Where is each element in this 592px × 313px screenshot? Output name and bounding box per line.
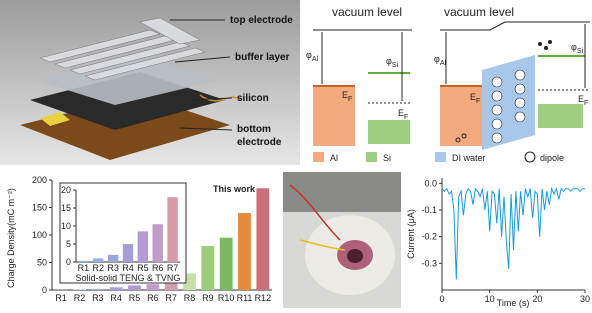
x-tick-label: 30 — [580, 294, 590, 304]
y-tick-label: -0.3 — [421, 258, 437, 268]
band-diagram: vacuum level φAl φSi EF EF Al Si — [306, 5, 412, 163]
vacuum-label: vacuum level — [444, 5, 514, 19]
legend-label: DI water — [452, 153, 486, 163]
bar — [138, 231, 148, 262]
y-tick-label: 0 — [42, 285, 47, 295]
y-axis-label: Charge Density(mC m⁻²) — [6, 188, 16, 288]
x-tick-label: R3 — [92, 293, 104, 303]
band-diagram: vacuum level φAl φSi EF EF DI water dipo… — [434, 5, 590, 163]
device-panel: top electrode buffer layer silicon botto… — [0, 0, 300, 165]
bar — [220, 238, 233, 290]
x-tick-label: R11 — [237, 293, 253, 303]
bar — [73, 289, 86, 290]
vacuum-label: vacuum level — [332, 5, 402, 19]
bar — [238, 213, 251, 290]
line-series — [442, 189, 585, 280]
device-label: electrode — [237, 137, 282, 148]
bar — [123, 244, 133, 262]
y-axis-label: Current (μA) — [406, 209, 416, 259]
bar — [110, 287, 123, 290]
x-tick-label: R6 — [152, 263, 164, 273]
x-tick-label: R5 — [129, 293, 141, 303]
y-tick-label: 5 — [66, 239, 71, 249]
x-tick-label: R10 — [218, 293, 235, 303]
x-tick-label: R9 — [202, 293, 214, 303]
bar — [201, 246, 214, 290]
y-tick-label: 100 — [32, 230, 47, 240]
x-axis-label: Solid-solid TENG & TVNG — [76, 273, 181, 283]
x-tick-label: R6 — [147, 293, 159, 303]
x-tick-label: R7 — [165, 293, 177, 303]
y-tick-label: -0.1 — [421, 205, 437, 215]
x-tick-label: R5 — [137, 263, 149, 273]
bar — [91, 289, 104, 290]
x-tick-label: R12 — [255, 293, 272, 303]
ef-sub: F — [476, 98, 480, 105]
device-label: silicon — [237, 93, 269, 104]
figure: top electrode buffer layer silicon botto… — [0, 0, 592, 308]
bar — [128, 285, 141, 290]
x-tick-label: 0 — [439, 294, 444, 304]
x-tick-label: R4 — [122, 263, 134, 273]
bar — [146, 284, 159, 290]
y-tick-label: 200 — [32, 175, 47, 185]
legend-label: dipole — [540, 153, 564, 163]
y-tick-label: 0 — [66, 257, 71, 267]
phi-sub: Al — [312, 56, 319, 63]
annotation: This work — [213, 184, 256, 194]
svg-text:φAl: φAl — [434, 54, 447, 67]
x-tick-label: R4 — [110, 293, 122, 303]
x-tick-label: R7 — [167, 263, 179, 273]
ef-sub: F — [404, 114, 408, 121]
legend-label: Al — [330, 153, 338, 163]
y-tick-label: -0.2 — [421, 232, 437, 242]
bar — [108, 255, 118, 262]
x-tick-label: 10 — [485, 294, 495, 304]
x-tick-label: R1 — [55, 293, 67, 303]
x-tick-label: R3 — [107, 263, 119, 273]
device-label: bottom — [237, 124, 271, 135]
bar — [167, 197, 177, 262]
y-tick-label: 50 — [37, 258, 47, 268]
x-tick-label: R2 — [74, 293, 86, 303]
y-tick-label: 0.0 — [424, 178, 437, 188]
svg-text:φSi: φSi — [386, 56, 399, 69]
bar — [256, 188, 269, 290]
bar — [78, 261, 88, 262]
device-label: buffer layer — [235, 52, 290, 63]
x-tick-label: R8 — [184, 293, 196, 303]
phi-sub: Si — [392, 62, 399, 69]
photo — [283, 172, 401, 308]
ef-sub: F — [584, 100, 588, 107]
phi-sub: Al — [440, 60, 447, 67]
bar — [93, 258, 103, 262]
y-tick-label: 20 — [61, 185, 71, 195]
y-tick-label: 150 — [32, 203, 47, 213]
y-tick-label: 10 — [61, 221, 71, 231]
svg-text:φSi: φSi — [571, 42, 584, 55]
y-tick-label: 15 — [61, 203, 71, 213]
x-tick-label: R2 — [93, 263, 105, 273]
x-axis-label: Time (s) — [497, 298, 530, 308]
svg-text:φAl: φAl — [306, 50, 319, 63]
legend-label: Si — [383, 153, 391, 163]
bar — [153, 224, 163, 262]
device-label: top electrode — [230, 15, 293, 26]
ef-sub: F — [348, 96, 352, 103]
x-tick-label: 20 — [532, 294, 542, 304]
x-tick-label: R1 — [78, 263, 90, 273]
phi-sub: Si — [577, 48, 584, 55]
svg-text:EF: EF — [398, 108, 408, 121]
